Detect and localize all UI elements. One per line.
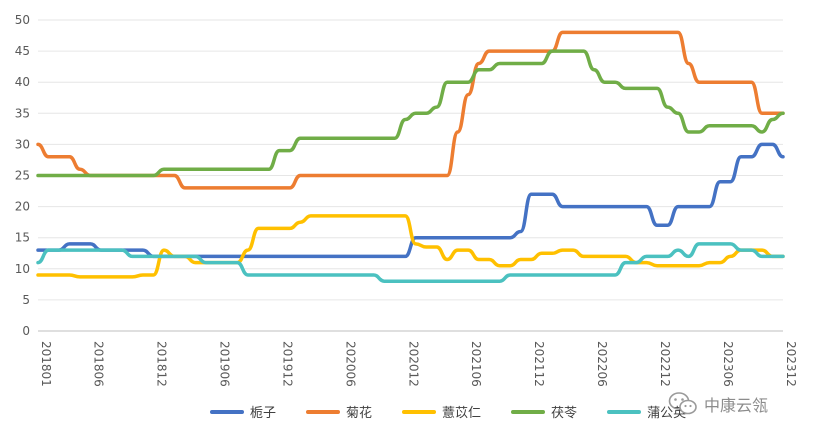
watermark-text: 中康云瓴 xyxy=(704,396,769,415)
y-tick-label: 5 xyxy=(22,293,30,307)
y-tick-label: 45 xyxy=(15,44,30,58)
x-tick-label: 202306 xyxy=(721,341,735,387)
y-tick-label: 10 xyxy=(15,262,30,276)
x-axis: 201801 201806 201812 201906 201912 202006 2020… xyxy=(39,341,798,387)
legend-swatch-2 xyxy=(402,409,437,414)
watermark: 中康云瓴 xyxy=(668,391,768,417)
x-tick-label: 201806 xyxy=(91,341,105,387)
legend-label-3: 茯苓 xyxy=(551,406,578,421)
legend-swatch-3 xyxy=(511,409,546,414)
y-axis: 0 5 10 15 20 25 30 35 40 45 50 xyxy=(15,13,30,338)
legend-label-4: 蒲公英 xyxy=(647,406,687,421)
series-line-0 xyxy=(36,142,785,259)
x-tick-label: 201801 xyxy=(39,341,53,387)
series-line-1 xyxy=(36,30,785,190)
y-tick-label: 40 xyxy=(15,75,30,89)
legend-item-2: 薏苡仁 xyxy=(402,402,481,421)
y-tick-label: 35 xyxy=(15,106,30,120)
y-tick-label: 50 xyxy=(15,13,30,27)
x-tick-label: 202112 xyxy=(532,341,546,387)
legend-swatch-1 xyxy=(306,409,341,414)
legend-label-0: 栀子 xyxy=(250,406,277,421)
x-tick-label: 202212 xyxy=(658,341,672,387)
x-tick-label: 202206 xyxy=(595,341,609,387)
y-tick-label: 30 xyxy=(15,137,30,151)
series-line-2 xyxy=(36,214,785,279)
series-line-4 xyxy=(36,242,785,283)
x-tick-label: 202006 xyxy=(343,341,357,387)
legend-item-1: 菊花 xyxy=(306,402,372,421)
legend-item-3: 茯苓 xyxy=(511,402,577,421)
series-lines xyxy=(36,30,785,283)
x-tick-label: 201812 xyxy=(154,341,168,387)
series-line-3 xyxy=(36,49,785,178)
x-tick-label: 202106 xyxy=(469,341,483,387)
legend-label-2: 薏苡仁 xyxy=(442,406,482,421)
y-tick-label: 0 xyxy=(22,324,30,338)
legend-item-4: 蒲公英 xyxy=(607,402,686,421)
x-tick-label: 201906 xyxy=(217,341,231,387)
chart-legend: 栀子 菊花 薏苡仁 茯苓 蒲公英 xyxy=(210,402,716,421)
legend-swatch-0 xyxy=(210,409,244,414)
y-tick-label: 25 xyxy=(15,169,30,183)
legend-label-1: 菊花 xyxy=(346,406,373,421)
x-tick-label: 202312 xyxy=(784,341,798,387)
x-tick-label: 202012 xyxy=(406,341,420,387)
wechat-icon xyxy=(668,392,697,415)
y-tick-label: 15 xyxy=(15,231,30,245)
legend-item-0: 栀子 xyxy=(210,402,276,421)
x-tick-label: 201912 xyxy=(280,341,294,387)
legend-swatch-4 xyxy=(607,409,642,414)
y-tick-label: 20 xyxy=(15,200,30,214)
